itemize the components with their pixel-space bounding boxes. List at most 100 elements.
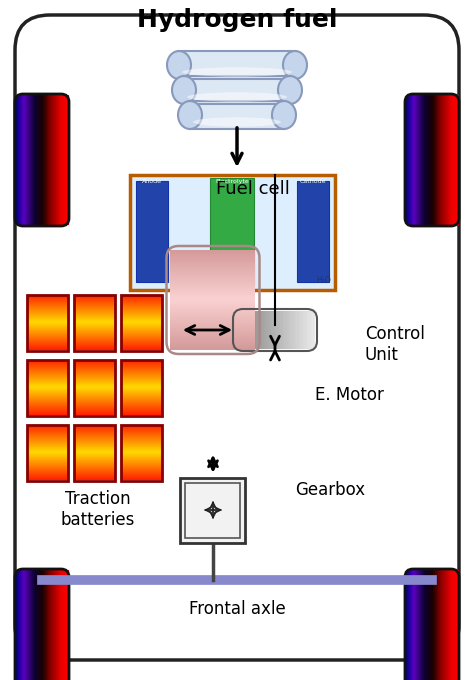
Bar [185,483,240,537]
Bar [122,428,162,430]
Bar [28,341,68,343]
Bar [75,332,115,333]
Bar [409,570,410,680]
Bar [75,460,115,462]
Bar [75,328,115,330]
Bar [62,95,64,225]
Bar [36,95,37,225]
Bar [122,294,162,296]
Bar [64,570,65,680]
Bar [122,452,162,453]
Bar [424,570,426,680]
Bar [122,377,162,378]
Bar [171,279,255,280]
Bar [28,454,68,456]
Bar [53,570,54,680]
Bar [419,570,420,680]
Bar [424,95,426,225]
Bar [28,381,68,383]
Bar [171,330,255,331]
Bar [122,396,162,398]
Bar [421,570,423,680]
Text: E. Motor: E. Motor [315,386,384,404]
Bar [75,305,115,306]
Bar [49,95,51,225]
Bar [28,373,68,374]
Bar [122,392,162,393]
Bar [240,311,242,349]
Bar [438,570,439,680]
Bar [75,449,115,451]
Bar [297,181,329,282]
Text: Fuel cell: Fuel cell [216,180,290,198]
Bar [456,95,457,225]
Bar [75,449,115,450]
Bar [171,273,255,274]
Text: Anode: Anode [142,179,162,184]
Bar [451,570,452,680]
Bar [75,386,115,388]
Bar [28,333,68,335]
Bar [75,447,115,448]
Bar [50,95,51,225]
Bar [122,322,162,323]
Bar [39,570,40,680]
Bar [122,299,162,301]
Bar [28,407,68,409]
Bar [122,439,162,441]
Bar [28,413,68,414]
Bar [412,95,414,225]
Bar [406,570,408,680]
Bar [301,311,303,349]
Ellipse shape [167,51,191,79]
Bar [454,95,455,225]
Bar [448,570,450,680]
Bar [122,313,162,315]
Bar [75,452,115,453]
Bar [171,260,255,261]
Bar [64,95,65,225]
Bar [122,369,162,371]
Bar [75,392,115,393]
Bar [75,413,115,415]
Bar [56,95,58,225]
Bar [75,322,115,324]
Bar [28,437,68,439]
Bar [457,570,459,680]
Bar [75,294,115,296]
Bar [258,311,259,349]
Bar [122,303,162,304]
Bar [28,371,68,373]
Bar [75,407,115,409]
Bar [28,432,68,433]
Bar [122,296,162,298]
Bar [75,314,115,316]
Bar [58,95,59,225]
Bar [41,570,42,680]
Bar [75,364,115,366]
Bar [122,445,162,447]
Bar [75,311,115,313]
Bar [171,339,255,340]
Bar [171,269,255,271]
Bar [171,335,255,337]
Bar [75,330,115,332]
Bar [28,390,68,392]
Bar [171,288,255,290]
Bar [122,392,162,394]
Bar [122,471,162,472]
Bar [122,413,162,414]
Bar [54,570,55,680]
Bar [306,311,308,349]
Bar [75,371,115,373]
Bar [407,570,408,680]
Bar [41,570,43,680]
Bar [28,298,68,299]
Bar [45,95,46,225]
Bar [122,447,162,449]
Ellipse shape [178,101,202,129]
Bar [45,570,47,680]
Bar [171,326,255,328]
Bar [418,95,419,225]
Bar [28,452,68,454]
